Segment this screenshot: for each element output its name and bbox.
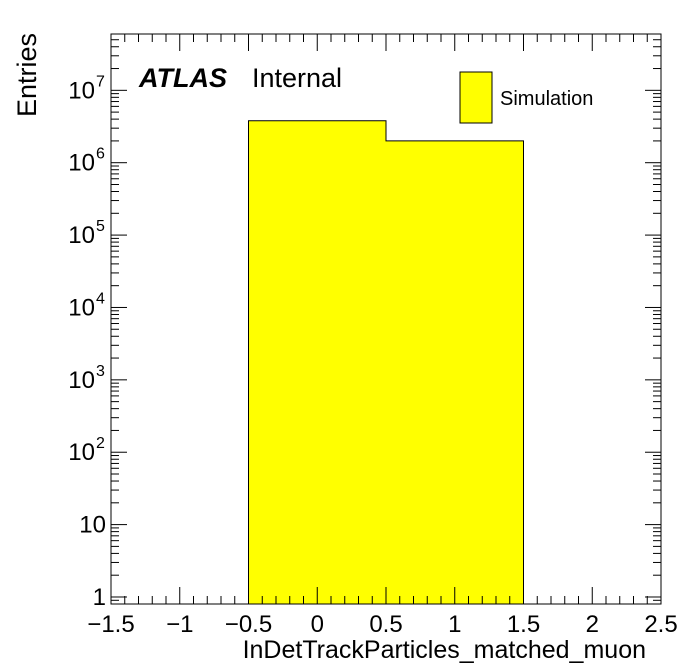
legend: Simulation [459,71,593,124]
histogram-outline [248,120,524,604]
x-tick-label: −0.5 [225,611,272,638]
y-tick-label-exponent: 7 [96,73,105,90]
x-tick-label: 1 [448,611,461,638]
y-tick-label-exponent: 3 [96,363,105,380]
legend-entry-simulation: Simulation [500,88,593,110]
y-tick-label-exponent: 4 [96,290,105,307]
y-tick-label: 10 [79,512,106,539]
histogram-bars [248,120,524,605]
y-tick-label: 1 [93,584,106,611]
histogram-bar-1 [386,140,524,604]
y-tick-label: 10 [68,77,95,104]
x-tick-label: 2 [586,611,599,638]
y-tick-label: 10 [68,294,95,321]
x-tick-label: −1 [166,611,193,638]
x-tick-labels: −1.5 −1 −0.5 0 0.5 1 1.5 2 2.5 [87,611,677,638]
x-tick-label: −1.5 [87,611,134,638]
axis-ticks [110,33,662,605]
y-tick-label: 10 [68,150,95,177]
y-tick-label-exponent: 5 [96,218,105,235]
y-tick-label-exponent: 6 [96,146,105,163]
y-axis-label: Entries [12,33,42,117]
y-tick-label-exponent: 2 [96,435,105,452]
x-axis-label: InDetTrackParticles_matched_muon [243,636,646,664]
x-tick-label: 0 [311,611,324,638]
legend-swatch-simulation [459,71,493,124]
x-tick-label: 2.5 [644,611,677,638]
histogram-bar-0 [248,120,386,605]
x-tick-label: 0.5 [369,611,402,638]
y-tick-label: 10 [68,367,95,394]
internal-label: Internal [252,63,342,93]
y-tick-label: 10 [68,439,95,466]
atlas-label: ATLAS [138,63,227,93]
x-tick-label: 1.5 [507,611,540,638]
y-tick-label: 10 [68,222,95,249]
